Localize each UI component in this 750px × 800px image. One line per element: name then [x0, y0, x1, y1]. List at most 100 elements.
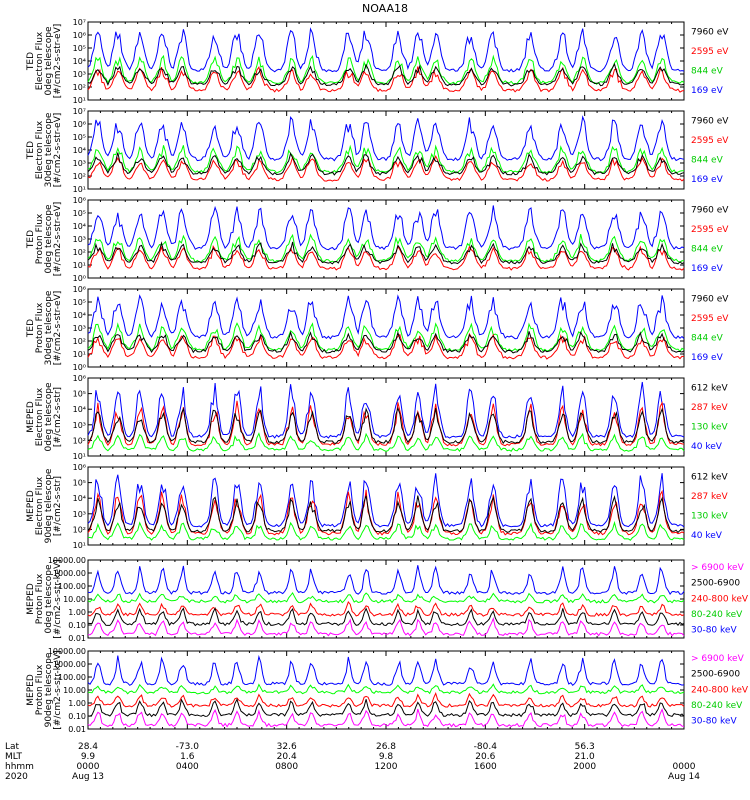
series-trace	[87, 27, 685, 73]
y-axis-label: MEPEDElectron Flux90deg telescope[#/cm2-…	[26, 468, 63, 543]
legend-entry: 240-800 keV	[691, 594, 749, 604]
legend-entry: 287 keV	[691, 492, 728, 502]
y-tick-label: 1000.00	[53, 569, 86, 578]
y-tick-label: 10²	[73, 436, 86, 445]
series-trace	[87, 698, 685, 718]
legend-entry: > 6900 keV	[691, 563, 745, 573]
series-trace	[87, 489, 685, 536]
series-trace	[87, 607, 685, 627]
y-tick-label: 10⁶	[73, 31, 86, 40]
series-trace	[87, 245, 685, 271]
y-tick-label: 10²	[73, 525, 86, 534]
panel-7: 0.01 0.10 1.00 10.00 100.00 1000.00 10000.00ME…	[26, 556, 749, 643]
y-axis-label: TEDElectron Flux30deg telescope[#/cm2-s-…	[26, 112, 63, 187]
footer-value: 0800	[275, 762, 298, 772]
y-tick-label: 1000.00	[53, 660, 86, 669]
y-axis-label: MEPEDProton Flux90deg telescope[#/cm2-s-…	[26, 650, 63, 729]
series-trace	[87, 683, 685, 695]
y-tick-label: 10⁴	[73, 146, 86, 155]
legend-entry: 2500-6900	[691, 670, 740, 680]
legend-entry: 7960 eV	[691, 295, 729, 305]
y-tick-label: 10⁴	[73, 222, 86, 231]
legend-entry: 612 keV	[691, 384, 728, 394]
plot-frame	[87, 650, 685, 730]
legend-entry: 169 eV	[691, 353, 724, 363]
y-tick-label: 10³	[73, 510, 86, 519]
y-axis-label: TEDProton Flux30deg telescope[#/cm2-s-st…	[26, 290, 63, 365]
series-trace	[87, 406, 685, 445]
y-axis-label: TEDElectron Flux0deg telescope[#/cm2-s-s…	[26, 24, 63, 99]
y-tick-label: 10⁵	[73, 44, 86, 53]
y-tick-label: 100.00	[58, 673, 86, 682]
plot-frame	[87, 377, 685, 457]
panel-8: 0.01 0.10 1.00 10.00 100.00 1000.00 10000.00ME…	[26, 647, 749, 734]
panel-6: 10¹ 10² 10³ 10⁴ 10⁵ 10⁶ MEPEDElectron Flux90de…	[26, 463, 728, 550]
series-trace	[87, 66, 685, 93]
series-trace	[87, 205, 685, 251]
series-trace	[88, 616, 685, 637]
legend-entry: 2595 eV	[691, 47, 729, 57]
legend-entry: 844 eV	[691, 245, 724, 255]
series-trace	[87, 400, 685, 447]
legend-entry: 30-80 keV	[691, 626, 737, 636]
footer-value: Aug 13	[72, 772, 104, 782]
panel-1: 10¹ 10² 10³ 10⁴ 10⁵ 10⁶ 10⁷ TEDElectron Flux0de…	[26, 18, 729, 105]
footer-value: -73.0	[176, 742, 200, 752]
y-tick-label: 10⁵	[73, 479, 86, 488]
y-tick-label: 10⁴	[73, 57, 86, 66]
y-tick-label: 0.01	[68, 634, 86, 643]
series-trace	[87, 154, 685, 182]
footer-value: -80.4	[474, 742, 498, 752]
y-tick-label: 1.00	[68, 699, 86, 708]
legend-entry: 169 eV	[691, 175, 724, 185]
series-trace	[88, 520, 685, 541]
series-trace	[87, 473, 685, 528]
y-tick-label: 10000.00	[48, 647, 86, 656]
series-trace	[87, 601, 685, 617]
y-tick-label: 10⁶	[73, 463, 86, 472]
panels: 10¹ 10² 10³ 10⁴ 10⁵ 10⁶ 10⁷ TEDElectron Flux0de…	[26, 18, 749, 734]
y-tick-label: 10⁶	[73, 120, 86, 129]
footer-row-label: hhmm	[5, 762, 34, 772]
y-tick-label: 10.00	[63, 595, 86, 604]
y-tick-label: 10⁶	[73, 374, 86, 383]
series-trace	[87, 332, 685, 360]
y-tick-label: 100.00	[58, 582, 86, 591]
y-tick-label: 10⁴	[73, 494, 86, 503]
series-trace	[87, 654, 685, 687]
y-tick-label: 10²	[73, 337, 86, 346]
footer-value: 9.9	[81, 752, 96, 762]
footer-value: 2000	[573, 762, 596, 772]
legend-entry: > 6900 keV	[691, 654, 745, 664]
y-tick-label: 10⁶	[73, 285, 86, 294]
legend-entry: 844 eV	[691, 67, 724, 77]
legend-entry: 844 eV	[691, 334, 724, 344]
y-tick-label: 10⁷	[73, 18, 86, 27]
footer-value: Aug 14	[668, 772, 700, 782]
footer-row-label: 2020	[5, 772, 28, 782]
footer-value: 20.6	[475, 752, 495, 762]
legend-entry: 80-240 keV	[691, 701, 743, 711]
series-trace	[87, 144, 684, 174]
legend-entry: 240-800 keV	[691, 685, 749, 695]
footer-value: 21.0	[575, 752, 595, 762]
y-tick-label: 0.10	[68, 712, 86, 721]
y-tick-label: 10⁴	[73, 405, 86, 414]
footer-value: 0000	[673, 762, 696, 772]
y-tick-label: 10¹	[73, 350, 86, 359]
legend-entry: 287 keV	[691, 403, 728, 413]
y-tick-label: 10²	[73, 83, 86, 92]
y-tick-label: 10⁰	[73, 363, 86, 372]
y-tick-label: 0.01	[68, 725, 86, 734]
series-trace	[87, 62, 685, 87]
legend-entry: 2595 eV	[691, 225, 729, 235]
y-tick-label: 10³	[73, 70, 86, 79]
y-tick-label: 10¹	[73, 185, 86, 194]
legend-entry: 40 keV	[691, 442, 723, 452]
plot-frame	[87, 21, 685, 101]
footer-value: 20.4	[277, 752, 297, 762]
y-tick-label: 10⁵	[73, 209, 86, 218]
y-tick-label: 1.00	[68, 608, 86, 617]
footer-value: 0400	[176, 762, 199, 772]
y-axis-label: MEPEDProton Flux0deg telescope[#/cm2-s-s…	[26, 559, 63, 638]
